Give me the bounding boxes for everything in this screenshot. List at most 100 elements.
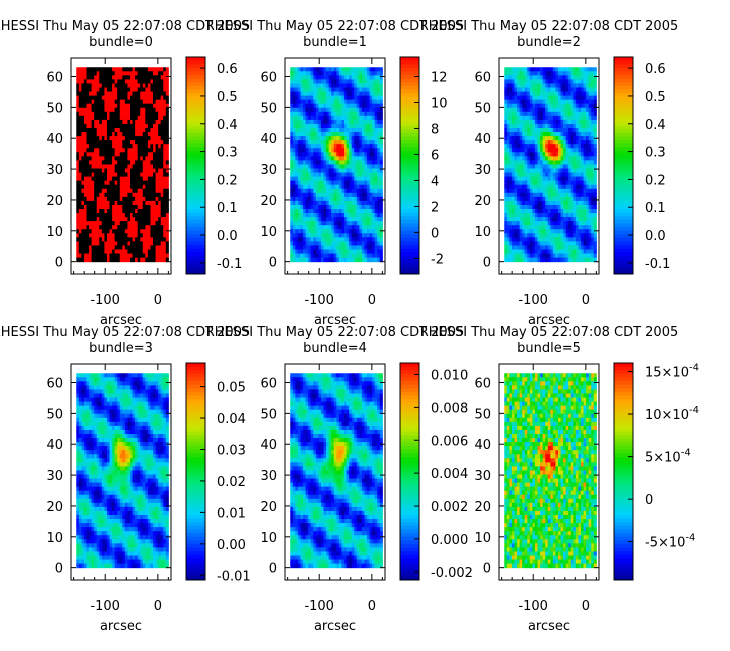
colorbar-swatch [614, 543, 633, 548]
colorbar-swatch [614, 96, 633, 101]
panel-bundle-0: RHESSI Thu May 05 22:07:08 CDT 2005bundl… [0, 19, 250, 328]
colorbar-swatch [400, 384, 419, 389]
colorbar-swatch [614, 111, 633, 116]
colorbar-swatch [400, 431, 419, 436]
colorbar-swatch [400, 391, 419, 397]
colorbar-tick-label: 0.5 [645, 90, 666, 105]
colorbar-tick-label: -5×10-4 [645, 533, 695, 551]
colorbar-swatch [400, 187, 419, 192]
x-tick-label: -100 [304, 293, 334, 308]
panel-subtitle: bundle=3 [89, 341, 153, 356]
colorbar-tick-label: 10×10-4 [645, 405, 699, 423]
colorbar-swatch [186, 471, 205, 476]
colorbar-swatch [400, 514, 419, 520]
colorbar-swatch [614, 212, 633, 217]
colorbar-swatch [186, 565, 205, 570]
colorbar-swatch [186, 205, 205, 210]
colorbar-swatch [614, 428, 633, 433]
x-tick-label: -100 [518, 599, 548, 614]
colorbar-swatch [614, 529, 633, 534]
colorbar-swatch [186, 259, 205, 264]
colorbar-swatch [400, 572, 419, 577]
colorbar-tick-label: -0.1 [217, 257, 242, 272]
colorbar-swatch [186, 504, 205, 509]
colorbar-swatch [400, 518, 419, 523]
colorbar-swatch [186, 572, 205, 577]
x-tick-label: -100 [90, 599, 120, 614]
colorbar-swatch [400, 198, 419, 203]
colorbar-swatch [614, 460, 633, 465]
colorbar-swatch [400, 219, 419, 224]
colorbar-swatch [400, 540, 419, 545]
colorbar-swatch [400, 449, 419, 454]
colorbar-swatch [614, 569, 633, 574]
colorbar-swatch [186, 391, 205, 397]
colorbar-swatch [400, 475, 419, 480]
colorbar-tick-label: -0.1 [645, 257, 670, 272]
colorbar-swatch [400, 259, 419, 264]
panel-bundle-5: RHESSI Thu May 05 22:07:08 CDT 2005bundl… [420, 325, 699, 634]
colorbar-swatch [400, 395, 419, 400]
colorbar-swatch [186, 402, 205, 407]
colorbar-swatch [186, 96, 205, 101]
colorbar-swatch [186, 266, 205, 271]
colorbar-swatch [186, 482, 205, 487]
x-tick-label: 0 [368, 293, 376, 308]
colorbar-swatch [400, 388, 419, 393]
colorbar-swatch [400, 158, 419, 163]
colorbar-swatch [400, 78, 419, 83]
colorbar-swatch [400, 543, 419, 548]
colorbar-swatch [614, 522, 633, 527]
colorbar-swatch [186, 179, 205, 185]
colorbar-swatch [614, 532, 633, 538]
colorbar-swatch [400, 561, 419, 567]
colorbar-swatch [400, 154, 419, 159]
colorbar-swatch [186, 169, 205, 174]
colorbar-swatch [614, 363, 633, 368]
y-tick-label: 20 [260, 194, 277, 209]
x-tick-label: -100 [90, 293, 120, 308]
colorbar-swatch [400, 132, 419, 138]
colorbar-swatch [614, 143, 633, 148]
colorbar-swatch [186, 190, 205, 195]
colorbar-swatch [400, 67, 419, 72]
colorbar-swatch [614, 467, 633, 472]
colorbar-swatch [186, 89, 205, 94]
colorbar-swatch [400, 176, 419, 181]
colorbar-swatch [614, 266, 633, 271]
colorbar-swatch [614, 453, 633, 458]
colorbar: -0.002 0.000 0.002 0.004 0.006 0.008 0.010 [399, 362, 473, 581]
colorbar-swatch [400, 172, 419, 177]
x-tick-label: -100 [304, 599, 334, 614]
x-tick-label: 0 [154, 599, 162, 614]
colorbar-swatch [186, 442, 205, 447]
colorbar-swatch [614, 384, 633, 389]
colorbar: -5×10-4 0 5×10-4 10×10-4 15×10-4 [613, 362, 699, 581]
colorbar-swatch [614, 377, 633, 382]
colorbar-swatch [614, 165, 633, 170]
colorbar-swatch [614, 245, 633, 250]
colorbar-swatch [186, 183, 205, 188]
colorbar-swatch [400, 241, 419, 246]
colorbar-swatch [186, 576, 205, 581]
colorbar-swatch [614, 417, 633, 422]
heatmap-image [504, 373, 597, 569]
colorbar-swatch [186, 547, 205, 552]
colorbar-swatch [614, 190, 633, 195]
colorbar-swatch [400, 71, 419, 76]
colorbar-tick-label: 0 [431, 226, 439, 241]
colorbar-tick-label: 0.1 [217, 201, 238, 216]
colorbar-swatch [186, 255, 205, 261]
colorbar-swatch [400, 223, 419, 228]
colorbar-swatch [614, 89, 633, 94]
colorbar-tick-label: 0.0 [217, 229, 238, 244]
panel-subtitle: bundle=2 [517, 35, 581, 50]
colorbar-swatch [400, 438, 419, 444]
x-axis-label: arcsec [314, 619, 356, 634]
y-tick-label: 40 [260, 438, 277, 453]
colorbar-swatch [400, 536, 419, 541]
colorbar-swatch [186, 129, 205, 134]
colorbar-swatch [186, 457, 205, 462]
colorbar-swatch [186, 147, 205, 152]
colorbar-swatch [400, 64, 419, 69]
